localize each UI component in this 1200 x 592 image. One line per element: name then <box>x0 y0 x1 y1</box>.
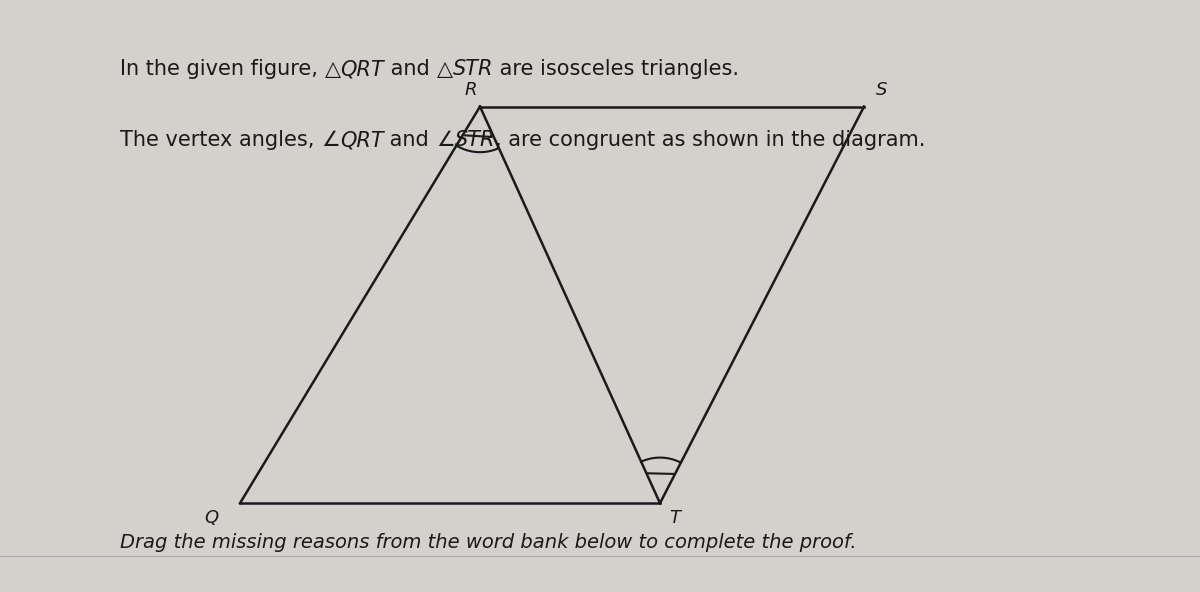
Text: In the given figure,: In the given figure, <box>120 59 324 79</box>
Text: △: △ <box>324 59 341 79</box>
Text: △: △ <box>437 59 452 79</box>
Text: STR: STR <box>452 59 493 79</box>
Text: and: and <box>383 130 436 150</box>
Text: R: R <box>464 82 476 99</box>
Text: QRT: QRT <box>341 59 384 79</box>
Text: and: and <box>384 59 437 79</box>
Text: STR: STR <box>455 130 496 150</box>
Text: ∠: ∠ <box>322 130 340 150</box>
Text: T: T <box>670 509 680 527</box>
Text: The vertex angles,: The vertex angles, <box>120 130 322 150</box>
Text: S: S <box>876 82 887 99</box>
Text: ∠: ∠ <box>436 130 455 150</box>
Text: , are congruent as shown in the diagram.: , are congruent as shown in the diagram. <box>496 130 925 150</box>
Text: QRT: QRT <box>340 130 383 150</box>
Text: are isosceles triangles.: are isosceles triangles. <box>493 59 739 79</box>
Text: Q: Q <box>204 509 218 527</box>
Text: Drag the missing reasons from the word bank below to complete the proof.: Drag the missing reasons from the word b… <box>120 533 857 552</box>
